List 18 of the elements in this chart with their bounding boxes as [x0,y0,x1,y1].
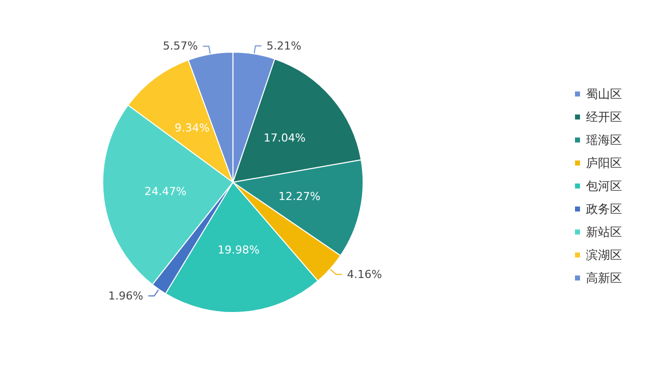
data-label: 24.47% [144,184,186,198]
data-label: 12.27% [278,190,320,204]
legend-label: 经开区 [586,110,622,124]
legend-label: 蜀山区 [586,87,622,101]
data-label: 17.04% [264,131,306,144]
data-label: 5.21% [266,39,302,52]
data-label: 1.96% [108,289,144,302]
data-label: 19.98% [218,244,260,257]
legend-label: 包河区 [586,179,622,193]
legend-label: 新站区 [586,225,622,239]
legend-label: 庐阳区 [586,156,622,170]
data-label: 4.16% [347,268,382,281]
legend-label: 滨湖区 [586,248,622,262]
legend-label: 政务区 [586,202,622,216]
legend-label: 高新区 [586,271,622,285]
legend-label: 瑶海区 [586,133,622,147]
data-label: 5.57% [162,40,198,53]
data-label: 9.34% [174,121,210,134]
